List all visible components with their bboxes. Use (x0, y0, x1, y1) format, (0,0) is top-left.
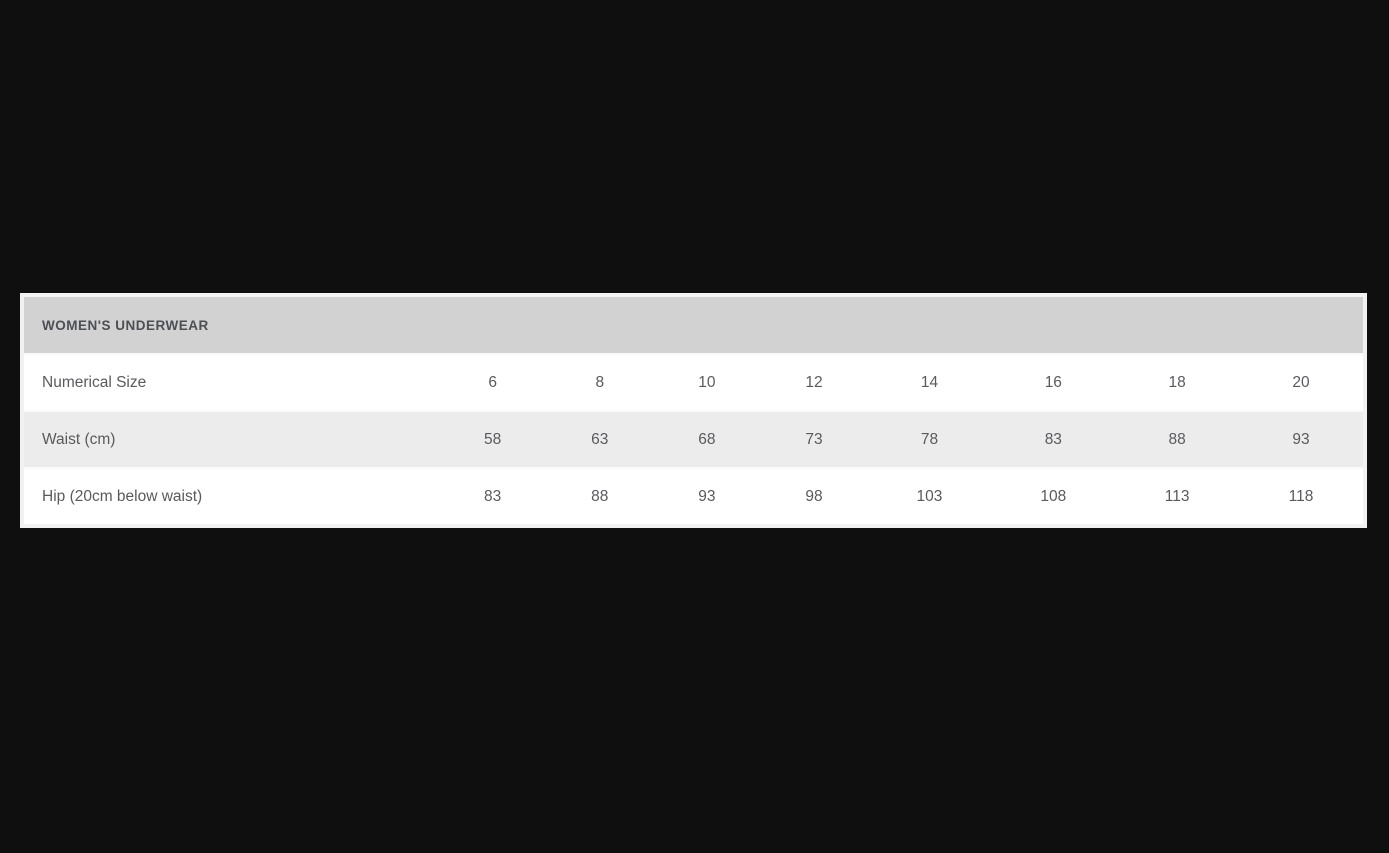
size-value-cell: 63 (591, 430, 609, 448)
size-value-cell: 108 (1040, 487, 1067, 505)
size-value-cell: 98 (805, 487, 823, 505)
size-value-cell: 14 (920, 373, 939, 391)
size-value-cell: 58 (484, 430, 502, 448)
size-value-cell: 68 (698, 430, 716, 448)
size-value-cell: 78 (920, 430, 939, 448)
size-value-cell: 93 (698, 487, 716, 505)
size-value-cell: 88 (1168, 430, 1186, 448)
size-value-cell: 20 (1292, 373, 1310, 391)
size-value-cell: 113 (1164, 487, 1190, 505)
row-label-cell: Waist (cm) (42, 430, 116, 448)
size-value-cell: 18 (1168, 373, 1186, 391)
size-value-cell: 8 (595, 373, 605, 391)
size-value-cell: 83 (484, 487, 502, 505)
size-value-cell: 93 (1292, 430, 1310, 448)
size-chart-panel: WOMEN'S UNDERWEAR Numerical Size 6 8 10 12 14… (20, 293, 1367, 528)
table-row: Waist (cm) 58 63 68 73 78 83 88 93 (24, 411, 1363, 468)
size-value-cell: 83 (1044, 430, 1062, 448)
size-value-cell: 10 (698, 373, 716, 391)
size-value-cell: 73 (805, 430, 823, 448)
size-value-cell: 103 (916, 487, 943, 505)
size-chart-table: WOMEN'S UNDERWEAR Numerical Size 6 8 10 12 14… (24, 297, 1363, 524)
size-value-cell: 6 (488, 373, 497, 391)
table-header-row: WOMEN'S UNDERWEAR (24, 297, 1363, 354)
size-value-cell: 118 (1288, 487, 1314, 505)
size-value-cell: 16 (1044, 373, 1062, 391)
size-value-cell: 12 (805, 373, 823, 391)
row-label-cell: Hip (20cm below waist) (42, 487, 203, 505)
row-label-cell: Numerical Size (42, 373, 147, 391)
table-row: Numerical Size 6 8 10 12 14 16 18 20 (24, 354, 1363, 411)
size-value-cell: 88 (591, 487, 609, 505)
size-chart-title: WOMEN'S UNDERWEAR (24, 297, 1363, 354)
table-row: Hip (20cm below waist) 83 88 93 98 103 108 113 1… (24, 468, 1363, 524)
